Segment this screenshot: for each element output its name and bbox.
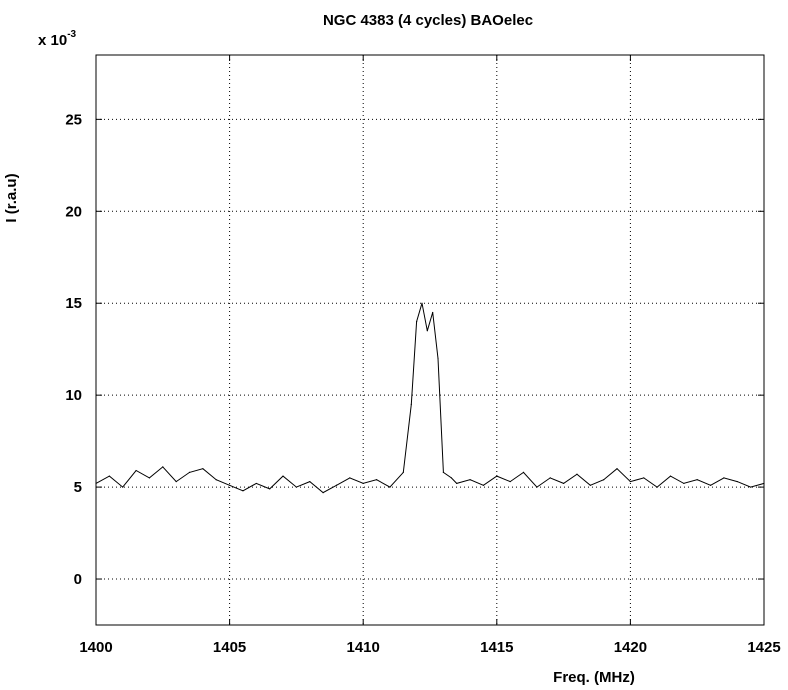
data-point [643,477,645,479]
spectrum-line [95,303,765,494]
data-point [496,475,498,477]
data-point [175,480,177,483]
data-point [389,486,391,488]
data-point [255,482,257,485]
y-multiplier-exponent: -3 [67,29,76,40]
data-point [629,480,632,483]
x-tick-label: 1400 [79,639,112,656]
data-point [295,486,297,488]
y-tick-label: 0 [74,571,82,588]
x-axis-label: Freq. (MHz) [553,669,635,686]
data-point [375,479,378,481]
data-point [482,484,485,486]
data-point [736,480,738,483]
data-point [432,311,434,314]
y-tick-label: 10 [65,387,82,404]
y-tick-label: 5 [74,479,82,496]
data-point [148,477,151,479]
data-point [188,471,191,473]
data-point [402,471,404,473]
data-point [426,330,428,332]
data-point [410,403,412,405]
grid-lines [96,55,764,625]
data-point [416,321,418,323]
data-point [269,488,271,490]
data-point [162,466,164,468]
data-point [442,471,444,473]
tick-marks [95,55,765,625]
y-tick-label: 15 [65,295,82,312]
series-layer [95,302,765,494]
y-tick-label: 25 [65,111,82,128]
data-point [282,475,284,477]
data-point [522,471,525,473]
data-point [456,482,458,485]
y-multiplier: x 10-3 [38,29,77,49]
x-tick-labels: 1400 1405 1410 1415 1420 1425 [79,639,780,656]
data-point [589,484,591,486]
data-point [122,486,124,488]
plot-frame [95,54,765,626]
y-tick-label: 20 [65,203,82,220]
data-point [309,480,311,483]
data-point [322,492,324,494]
data-point [750,486,752,488]
data-point [229,484,231,486]
x-tick-label: 1410 [347,639,380,656]
data-point [202,468,204,470]
data-point [603,479,605,481]
data-point [421,302,423,304]
data-point [362,482,364,485]
data-point [669,475,672,477]
y-tick-labels: 0 5 10 15 20 25 [65,111,82,588]
x-tick-label: 1420 [614,639,647,656]
data-point [215,479,217,481]
data-point [509,480,511,483]
data-point [469,479,471,481]
data-point [349,477,351,479]
data-point [696,479,698,481]
data-point [135,469,137,472]
data-point [450,477,452,479]
x-tick-label: 1415 [480,639,513,656]
data-point [709,484,712,486]
data-point [335,484,338,486]
data-point [242,490,244,492]
x-tick-label: 1425 [747,639,780,656]
chart-title: NGC 4383 (4 cycles) BAOelec [323,12,533,29]
data-point [437,357,439,359]
y-axis-label: I (r.a.u) [3,173,20,222]
data-point [616,468,618,470]
data-point [576,473,578,475]
data-point [536,486,538,488]
x-tick-label: 1405 [213,639,246,656]
data-point [656,486,658,488]
data-point [723,477,725,479]
data-point [549,477,551,479]
data-point [683,482,685,485]
data-point [108,475,110,477]
y-multiplier-base: x 10 [38,32,67,49]
data-point [563,482,565,485]
